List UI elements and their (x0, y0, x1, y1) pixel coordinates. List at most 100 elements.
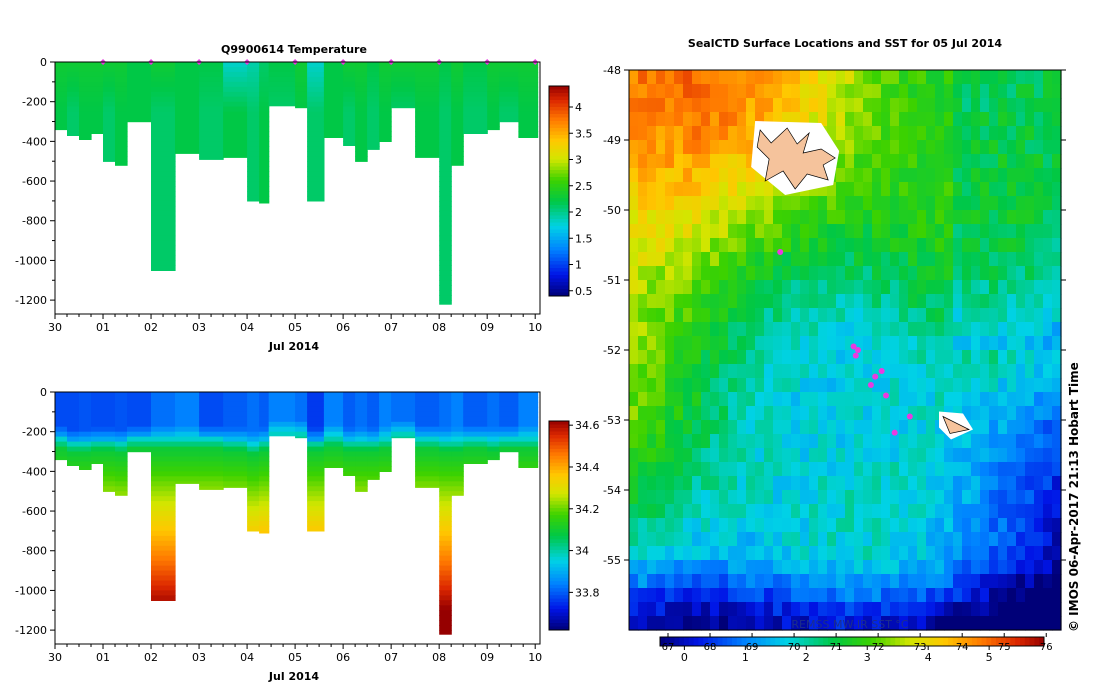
sst-cell (782, 210, 792, 225)
sst-cell (746, 476, 756, 491)
sst-cell (899, 364, 909, 379)
t-profile-cell (323, 116, 344, 123)
sst-cell (1016, 322, 1026, 337)
sst-cell (1016, 252, 1026, 267)
sst-cell (710, 238, 720, 253)
sst-cell (872, 378, 882, 393)
sst-cell (692, 364, 702, 379)
temperature-colorbar-tick-label: 3.5 (575, 127, 593, 140)
sst-cell (989, 280, 999, 295)
sst-cell (674, 588, 684, 603)
sst-cell (692, 574, 702, 589)
sst-cell (647, 476, 657, 491)
sst-cell (998, 546, 1008, 561)
sst-cell (656, 224, 666, 239)
sst-cell (737, 434, 747, 449)
s-profile-cell (247, 476, 260, 482)
sst-cell (692, 518, 702, 533)
sst-cell (836, 420, 846, 435)
sst-cell (989, 308, 999, 323)
t-profile-cell (115, 91, 128, 98)
sst-cell (701, 406, 711, 421)
temperature-colorbar-swatch (549, 236, 569, 241)
t-profile-cell (223, 136, 248, 142)
t-profile-cell (247, 141, 260, 147)
sst-cell (818, 476, 828, 491)
s-profile-cell (175, 431, 200, 438)
t-profile-cell (307, 181, 325, 187)
t-profile-cell (415, 151, 440, 157)
celsius-tick-label: 3 (864, 651, 871, 664)
sst-cell (971, 546, 981, 561)
t-profile-cell (307, 106, 325, 113)
s-profile-cell (391, 431, 416, 438)
temperature-colorbar-swatch (549, 194, 569, 199)
sst-cell (935, 182, 945, 197)
t-profile-cell (499, 101, 519, 108)
sst-cell (926, 70, 936, 85)
t-profile-cell (343, 96, 356, 103)
sst-cell (746, 70, 756, 85)
s-profile-cell (115, 426, 128, 433)
sst-cell (746, 518, 756, 533)
sst-cell (953, 140, 963, 155)
sst-colorbar-swatch (976, 637, 983, 646)
sst-colorbar-swatch (856, 637, 863, 646)
sst-cell (818, 448, 828, 463)
t-profile-cell (259, 191, 270, 197)
t-profile-cell (247, 161, 260, 167)
sst-cell (638, 98, 648, 113)
t-profile-cell (151, 191, 176, 197)
s-x-tick-label: 07 (384, 651, 398, 664)
sst-cell (728, 336, 738, 351)
t-profile-cell (103, 131, 116, 137)
sst-cell (818, 266, 828, 281)
sst-cell (647, 588, 657, 603)
sst-cell (944, 154, 954, 169)
sst-cell (737, 154, 747, 169)
t-profile-cell (451, 62, 464, 68)
sst-colorbar-swatch (693, 637, 699, 646)
sst-cell (899, 112, 909, 127)
sst-cell (944, 210, 954, 225)
temperature-colorbar-tick-label: 0.5 (575, 285, 593, 298)
sst-cell (809, 574, 819, 589)
sst-cell (1007, 322, 1017, 337)
sst-cell (746, 560, 756, 575)
sst-cell (917, 294, 927, 309)
sst-cell (809, 112, 819, 127)
sst-colorbar-swatch (770, 637, 776, 646)
sst-cell (1043, 70, 1053, 85)
sst-cell (836, 602, 846, 617)
t-profile-cell (439, 235, 452, 242)
sst-cell (818, 238, 828, 253)
sst-cell (809, 196, 819, 211)
sst-cell (683, 322, 693, 337)
sst-cell (638, 154, 648, 169)
s-profile-cell (518, 426, 539, 433)
sst-cell (1016, 210, 1026, 225)
t-profile-cell (355, 67, 368, 73)
sst-cell (638, 112, 648, 127)
s-profile-cell (499, 411, 519, 418)
sst-cell (1034, 350, 1044, 365)
sst-cell (755, 546, 765, 561)
sst-cell (728, 546, 738, 561)
sst-cell (674, 532, 684, 547)
s-profile-cell (307, 461, 325, 467)
sst-cell (845, 280, 855, 295)
s-profile-cell (55, 411, 68, 418)
sst-cell (935, 70, 945, 85)
sst-cell (674, 448, 684, 463)
sst-cell (656, 238, 666, 253)
s-profile-cell (499, 436, 519, 443)
sst-cell (728, 98, 738, 113)
sst-cell (665, 210, 675, 225)
s-profile-cell (415, 461, 440, 467)
sst-cell (863, 70, 873, 85)
sst-cell (944, 364, 954, 379)
sst-cell (773, 532, 783, 547)
temperature-colorbar-swatch (549, 86, 569, 90)
sst-cell (863, 252, 873, 267)
